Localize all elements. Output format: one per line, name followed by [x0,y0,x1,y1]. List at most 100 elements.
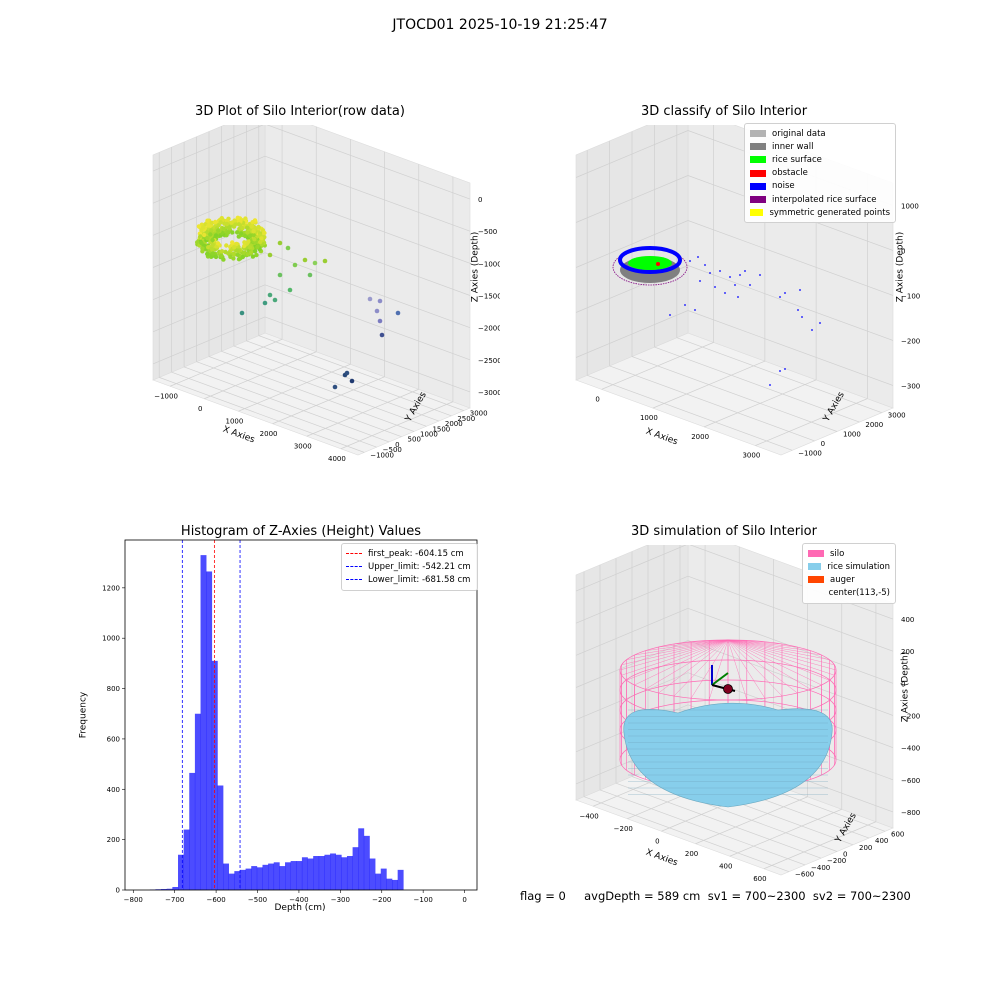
y-tick-label: 3000 [888,412,906,420]
raw-point [277,240,283,246]
raw-point [235,230,240,235]
grid-line [575,640,689,688]
legend-swatch [750,196,766,204]
z-tick-label: −500 [478,228,497,236]
noise-point [801,316,803,318]
raw-point [221,257,226,262]
histogram-bar [380,868,387,890]
legend-label: noise [772,181,795,192]
status-footer: flag = 0 avgDepth = 589 cm sv1 = 700~230… [520,889,911,903]
y-tick-label: −200 [827,857,846,865]
y-tick-label: 2000 [445,420,463,428]
y-tick-label: 400 [107,786,120,794]
x-tick-label: 200 [685,850,698,858]
y-tick-label: 1500 [432,425,450,433]
histogram-bar [256,867,263,890]
raw-point [235,248,240,253]
silo-roof-wire [645,639,729,651]
rice-surface [628,256,672,270]
y-tick-label: 2000 [865,421,883,429]
raw-point [243,216,248,221]
silo-roof-wire [626,639,729,681]
legend-label: Upper_limit: -542.21 cm [368,561,471,572]
silo-roof-wire [727,639,747,700]
raw-point [208,232,213,237]
histogram-chart[interactable]: −800 −700 −600 −500 −400 −300 −200 −100 0 0 200 400… [80,535,490,925]
raw-point [225,230,231,235]
legend-swatch [346,579,362,581]
raw-point [240,254,245,260]
histogram-bar [262,864,269,890]
obstacle-point [656,262,660,266]
grid-line [152,252,266,300]
grid-line [575,545,687,592]
legend-swatch [750,182,766,190]
silo-roof-wire [727,639,766,699]
histogram-bar [239,869,246,890]
legend-swatch [808,576,824,584]
x-tick-label: −800 [124,896,143,904]
histogram-bar [313,856,320,890]
histogram-bar [375,873,382,890]
grid-line [689,545,894,620]
legend-label: interpolated rice surface [772,194,877,205]
raw-point [205,218,210,223]
histogram-bar [397,869,404,890]
histogram-bar [392,879,398,890]
raw-point [224,221,230,227]
noise-point [697,256,699,258]
silo-roof-wire [727,639,830,660]
grid-line [609,365,815,442]
noise-point [724,292,726,294]
noise-point [819,322,821,324]
y-tick-label: −400 [811,864,830,872]
raw-point [238,231,244,236]
histogram-bar [273,862,280,890]
simulation-3d-plot[interactable]: −400−2000200400600−600−400−2000200400600… [560,545,920,885]
raw-point [379,332,385,338]
grid-line [264,220,471,296]
y-tick-label: 0 [395,441,399,449]
x-tick-label: −200 [372,896,391,904]
noise-point [669,314,671,316]
sim-plot-title: 3D simulation of Silo Interior [631,524,817,539]
legend-swatch [750,209,764,217]
noise-point [684,304,686,306]
raw-point [216,228,221,233]
legend-entry: first_peak: -604.15 cm [346,547,473,560]
histogram-bar [234,871,241,890]
raw-point [251,229,256,234]
x-tick-label: −500 [248,896,267,904]
x-tick-label: 3000 [742,452,760,460]
silo-roof-wire [621,639,729,676]
legend-swatch [750,130,766,138]
silo-roof-wire [727,639,822,656]
classify-z-label: Z Axies (Depth) [895,231,906,303]
histogram-bar [245,868,252,890]
raw-point [302,257,308,263]
y-tick-label: 200 [859,844,872,852]
raw-point [209,246,214,251]
silo-roof-wire [645,639,729,690]
z-tick-label: 200 [901,648,914,656]
x-tick-label: 2000 [691,433,709,441]
raw-point [367,296,373,302]
raw-point [250,254,256,259]
histogram-bar [251,866,258,890]
silo-roof-wire [727,639,798,648]
noise-point [811,329,813,331]
raw-point [240,225,245,231]
raw-point [242,240,247,245]
histogram-bar [307,858,314,890]
raw-point [245,225,250,230]
raw-point [234,241,239,247]
z-tick-label: 0 [478,196,482,204]
legend-label: symmetric generated points [769,207,890,218]
silo-roof-wire [658,639,729,648]
y-tick-label: 0 [116,887,120,895]
raw-point [235,252,240,257]
sim-z-label: Z Axies (Depth) [900,651,911,723]
y-tick-label: 500 [408,436,421,444]
z-tick-label: −600 [901,777,920,785]
